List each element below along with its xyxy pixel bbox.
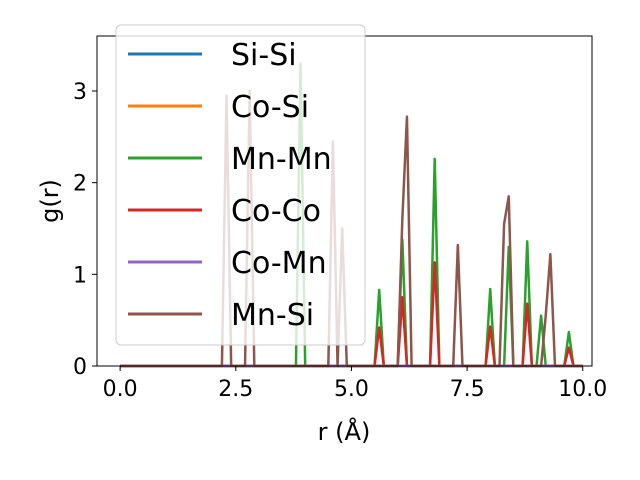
x-tick-label: 10.0 — [558, 377, 607, 402]
x-tick-label: 5.0 — [334, 377, 369, 402]
x-tick-label: 7.5 — [450, 377, 485, 402]
y-tick-label: 0 — [73, 355, 87, 380]
y-axis-title: g(r) — [36, 179, 64, 223]
y-axis: 0 1 2 3 — [73, 80, 97, 380]
legend-label-mn-si: Mn-Si — [231, 298, 314, 333]
y-tick-label: 3 — [73, 80, 87, 105]
legend-label-si-si: Si-Si — [231, 38, 297, 73]
x-axis: 0.0 2.5 5.0 7.5 10.0 — [103, 366, 607, 402]
series-line-mn-mn — [120, 62, 583, 368]
y-tick-label: 1 — [73, 263, 87, 288]
x-tick-label: 0.0 — [103, 377, 138, 402]
x-axis-title: r (Å) — [318, 417, 371, 446]
legend-label-co-si: Co-Si — [231, 90, 309, 125]
legend-label-mn-mn: Mn-Mn — [231, 142, 332, 177]
y-tick-label: 2 — [73, 172, 87, 197]
legend: Si-Si Co-Si Mn-Mn Co-Co Co-Mn Mn-Si — [115, 24, 366, 346]
legend-label-co-co: Co-Co — [231, 194, 321, 229]
legend-box — [115, 24, 366, 346]
legend-label-co-mn: Co-Mn — [231, 246, 327, 281]
x-tick-label: 2.5 — [218, 377, 253, 402]
